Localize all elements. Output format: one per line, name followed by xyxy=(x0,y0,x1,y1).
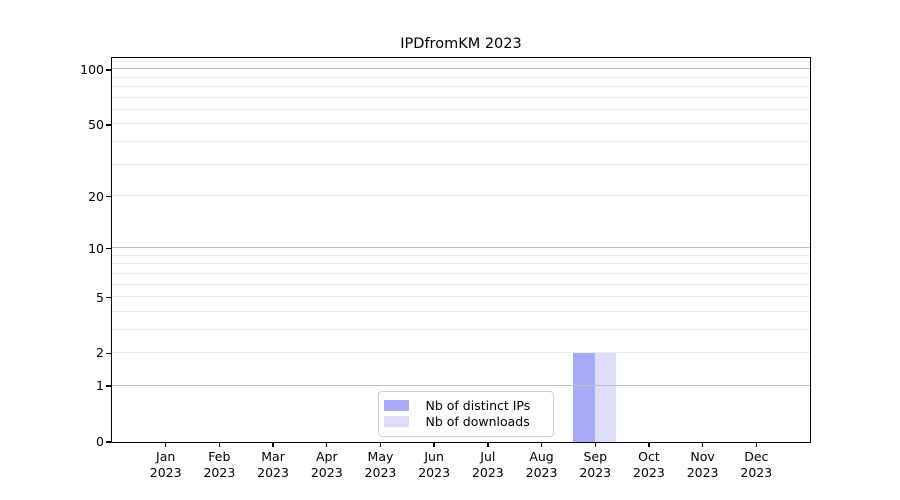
x-tick-label-line: Sep xyxy=(583,449,607,464)
legend: Nb of distinct IPs Nb of downloads xyxy=(377,390,554,437)
x-tick-label-line: May xyxy=(367,449,394,464)
x-tick-label-line: Mar xyxy=(261,449,285,464)
x-tick-mark-jan-2023 xyxy=(164,442,167,447)
x-tick-label-line: Apr xyxy=(315,449,338,464)
x-tick-label-apr-2023: Apr 2023 xyxy=(297,449,357,480)
y-tick-mark-20 xyxy=(106,195,111,198)
minor-gridline-4 xyxy=(111,310,810,312)
y-tick-label-10: 10 xyxy=(88,240,104,256)
y-tick-mark-5 xyxy=(106,296,111,299)
y-tick-mark-50 xyxy=(106,124,111,126)
legend-swatch-distinct-ips xyxy=(383,400,409,411)
bar-nb-of-distinct-ips-sep-2023 xyxy=(573,352,595,442)
x-tick-mark-nov-2023 xyxy=(701,442,704,447)
minor-gridline-20 xyxy=(111,195,810,197)
x-tick-label-jul-2023: Jul 2023 xyxy=(458,449,518,480)
y-tick-label-100: 100 xyxy=(80,61,104,77)
y-tick-mark-1 xyxy=(106,385,111,387)
minor-gridline-70 xyxy=(111,96,810,98)
x-tick-label-line: Jul xyxy=(480,449,496,464)
x-tick-label-line: 2023 xyxy=(149,464,182,480)
x-tick-label-line: 2023 xyxy=(740,464,773,480)
major-gridline-100 xyxy=(111,68,810,70)
y-tick-mark-100 xyxy=(106,69,111,71)
minor-gridline-90 xyxy=(111,76,810,78)
x-tick-label-line: 2023 xyxy=(633,464,665,480)
x-tick-label-line: 2023 xyxy=(471,464,504,480)
x-tick-label-line: 2023 xyxy=(257,464,289,480)
legend-label-distinct-ips: Nb of distinct IPs xyxy=(425,398,531,413)
x-tick-mark-jul-2023 xyxy=(487,442,489,447)
x-tick-label-line: 2023 xyxy=(364,464,397,480)
x-tick-mark-oct-2023 xyxy=(648,442,650,447)
x-tick-mark-feb-2023 xyxy=(218,442,221,447)
x-tick-label-feb-2023: Feb 2023 xyxy=(189,449,249,480)
major-gridline-10 xyxy=(111,247,810,249)
y-tick-mark-2 xyxy=(106,352,111,355)
x-tick-mark-apr-2023 xyxy=(326,442,328,447)
minor-gridline-80 xyxy=(111,86,810,88)
plot-area: Nb of distinct IPs Nb of downloads xyxy=(110,56,811,443)
x-tick-label-dec-2023: Dec 2023 xyxy=(726,449,786,480)
minor-gridline-6 xyxy=(111,283,810,285)
x-tick-label-line: Dec xyxy=(744,449,769,464)
minor-gridline-2 xyxy=(111,351,810,353)
x-tick-mark-jun-2023 xyxy=(433,442,435,447)
x-tick-label-jan-2023: Jan 2023 xyxy=(136,449,196,480)
y-tick-label-50: 50 xyxy=(88,116,104,132)
legend-item: Nb of distinct IPs xyxy=(383,398,553,414)
bar-nb-of-downloads-sep-2023 xyxy=(594,352,617,442)
minor-gridline-7 xyxy=(111,272,810,274)
y-tick-mark-0 xyxy=(106,441,111,443)
chart-title: IPDfromKM 2023 xyxy=(400,36,522,52)
x-tick-label-jun-2023: Jun 2023 xyxy=(404,449,464,480)
x-tick-label-may-2023: May 2023 xyxy=(350,449,410,480)
minor-gridline-30 xyxy=(111,163,810,165)
minor-gridline-5 xyxy=(111,296,810,298)
x-tick-label-line: 2023 xyxy=(686,464,719,480)
x-tick-label-sep-2023: Sep 2023 xyxy=(565,449,625,480)
x-tick-label-line: 2023 xyxy=(203,464,236,480)
minor-gridline-3 xyxy=(111,328,810,330)
x-tick-label-oct-2023: Oct 2023 xyxy=(619,449,679,480)
minor-gridline-110 xyxy=(111,60,810,62)
x-tick-label-line: Feb xyxy=(208,449,231,464)
x-tick-label-line: 2023 xyxy=(418,464,451,480)
x-tick-label-line: Nov xyxy=(690,449,715,464)
y-tick-label-2: 2 xyxy=(96,345,104,361)
x-tick-label-line: Oct xyxy=(638,449,660,464)
x-tick-mark-dec-2023 xyxy=(755,442,757,447)
x-tick-mark-aug-2023 xyxy=(540,442,543,447)
x-tick-label-line: 2023 xyxy=(525,464,558,480)
y-tick-label-1: 1 xyxy=(96,378,104,394)
major-gridline-1 xyxy=(111,384,810,386)
x-tick-label-nov-2023: Nov 2023 xyxy=(673,449,733,480)
x-tick-label-line: 2023 xyxy=(310,464,343,480)
x-tick-mark-mar-2023 xyxy=(272,442,274,447)
minor-gridline-9 xyxy=(111,254,810,256)
x-tick-label-mar-2023: Mar 2023 xyxy=(243,449,303,480)
y-tick-label-5: 5 xyxy=(96,289,104,305)
y-tick-label-20: 20 xyxy=(88,188,104,204)
x-tick-mark-sep-2023 xyxy=(594,442,596,447)
minor-gridline-40 xyxy=(111,141,810,143)
x-tick-label-line: Jan xyxy=(156,449,176,464)
legend-item: Nb of downloads xyxy=(383,414,553,430)
x-tick-label-aug-2023: Aug 2023 xyxy=(512,449,572,480)
y-tick-label-0: 0 xyxy=(96,434,104,449)
x-tick-label-line: Jun xyxy=(424,449,444,464)
minor-gridline-50 xyxy=(111,123,810,125)
minor-gridline-8 xyxy=(111,263,810,265)
x-tick-label-line: 2023 xyxy=(579,464,612,480)
x-tick-label-line: Aug xyxy=(529,449,554,464)
legend-swatch-downloads xyxy=(383,416,409,427)
x-tick-mark-may-2023 xyxy=(379,442,382,447)
y-tick-mark-10 xyxy=(106,247,111,250)
minor-gridline-60 xyxy=(111,109,810,111)
legend-label-downloads: Nb of downloads xyxy=(425,414,530,429)
